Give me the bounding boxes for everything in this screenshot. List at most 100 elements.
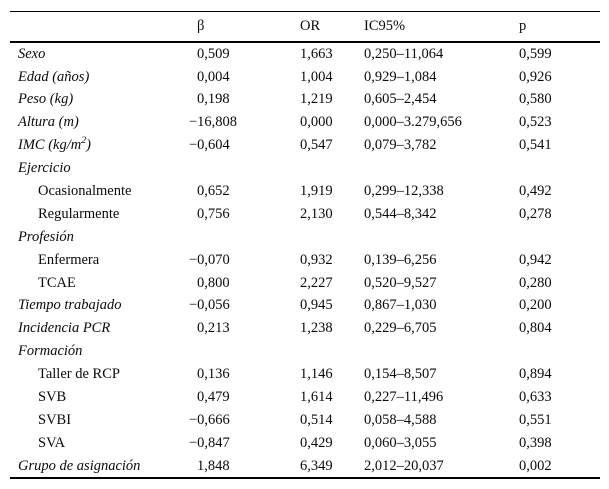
beta-cell: −0,070 xyxy=(189,251,230,268)
ic95-cell: 0,250–11,064 xyxy=(364,45,444,62)
or-cell: 6,349 xyxy=(300,457,333,474)
or-cell: 0,932 xyxy=(300,251,333,268)
p-cell: 0,523 xyxy=(519,114,552,131)
row-label: Profesión xyxy=(18,228,74,245)
beta-cell: 0,509 xyxy=(197,45,230,62)
beta-cell: 0,479 xyxy=(197,389,230,406)
p-cell: 0,551 xyxy=(519,411,552,428)
or-cell: 1,614 xyxy=(300,389,333,406)
or-cell xyxy=(293,226,360,249)
regression-table: β OR IC95% p Sexo 0,509 1,663 0,250–11,064 0,59… xyxy=(10,11,600,480)
row-label: Edad (años) xyxy=(18,68,90,85)
column-header-ic95: IC95% xyxy=(360,11,508,43)
row-label: Ocasionalmente xyxy=(38,183,132,200)
or-cell: 0,945 xyxy=(300,297,333,314)
or-cell: 0,547 xyxy=(300,137,333,154)
table-row: Ocasionalmente 0,652 1,919 0,299–12,338 0,49… xyxy=(10,180,600,203)
p-cell: 0,398 xyxy=(519,434,552,451)
p-cell: 0,942 xyxy=(519,251,552,268)
ic95-cell: 0,060–3,055 xyxy=(364,434,437,451)
table-header: β OR IC95% p xyxy=(10,11,600,43)
ic95-cell: 0,058–4,588 xyxy=(364,411,437,428)
p-cell xyxy=(508,226,600,249)
row-label: TCAE xyxy=(38,274,76,291)
or-cell xyxy=(293,340,360,363)
ic95-cell: 0,544–8,342 xyxy=(364,205,437,222)
table-row: Incidencia PCR 0,213 1,238 0,229–6,705 0,804 xyxy=(10,317,600,340)
table-body: Sexo 0,509 1,663 0,250–11,064 0,599 Edad (año… xyxy=(10,42,600,479)
p-cell xyxy=(508,340,600,363)
p-cell: 0,580 xyxy=(519,91,552,108)
table-row: Peso (kg) 0,198 1,219 0,605–2,454 0,580 xyxy=(10,88,600,111)
or-cell: 0,000 xyxy=(300,114,333,131)
table-row: Sexo 0,509 1,663 0,250–11,064 0,599 xyxy=(10,42,600,66)
or-cell: 1,238 xyxy=(300,320,333,337)
ic95-cell: 0,867–1,030 xyxy=(364,297,437,314)
beta-cell: 0,800 xyxy=(197,274,230,291)
table-row: Altura (m) −16,808 0,000 0,000–3.279,656 0,5… xyxy=(10,111,600,134)
row-label: SVBI xyxy=(38,411,72,428)
or-cell: 0,429 xyxy=(300,434,333,451)
table-row: SVA −0,847 0,429 0,060–3,055 0,398 xyxy=(10,432,600,455)
beta-cell: −0,666 xyxy=(189,411,230,428)
ic95-cell: 2,012–20,037 xyxy=(364,457,444,474)
beta-cell: −0,056 xyxy=(189,297,230,314)
beta-cell xyxy=(187,226,293,249)
table-row: Regularmente 0,756 2,130 0,544–8,342 0,278 xyxy=(10,203,600,226)
ic95-cell xyxy=(360,340,508,363)
row-label: IMC (kg/m2) xyxy=(18,135,91,154)
beta-cell xyxy=(187,340,293,363)
or-cell: 0,514 xyxy=(300,411,333,428)
p-cell: 0,492 xyxy=(519,183,552,200)
p-cell: 0,200 xyxy=(519,297,552,314)
or-cell: 1,919 xyxy=(300,183,333,200)
beta-cell: 0,004 xyxy=(197,68,230,85)
column-header-p: p xyxy=(508,11,600,43)
p-cell: 0,002 xyxy=(519,457,552,474)
beta-cell: 0,756 xyxy=(197,205,230,222)
row-label: Formación xyxy=(18,343,83,360)
beta-cell: 1,848 xyxy=(197,457,230,474)
table-row: Taller de RCP 0,136 1,146 0,154–8,507 0,894 xyxy=(10,363,600,386)
row-label: Tiempo trabajado xyxy=(18,297,122,314)
beta-cell: 0,136 xyxy=(197,366,230,383)
ic95-cell: 0,929–1,084 xyxy=(364,68,437,85)
column-header-or: OR xyxy=(293,11,360,43)
row-label: Peso (kg) xyxy=(18,91,74,108)
row-label: SVA xyxy=(38,434,66,451)
table-row: Enfermera −0,070 0,932 0,139–6,256 0,942 xyxy=(10,249,600,272)
ic95-cell xyxy=(360,157,508,180)
beta-cell: −16,808 xyxy=(189,114,238,131)
table-row: SVB 0,479 1,614 0,227–11,496 0,633 xyxy=(10,386,600,409)
p-cell: 0,280 xyxy=(519,274,552,291)
p-cell: 0,633 xyxy=(519,389,552,406)
or-cell: 1,146 xyxy=(300,366,333,383)
beta-cell: 0,213 xyxy=(197,320,230,337)
table-row: Tiempo trabajado −0,056 0,945 0,867–1,030 0,… xyxy=(10,294,600,317)
ic95-cell: 0,229–6,705 xyxy=(364,320,437,337)
p-cell: 0,804 xyxy=(519,320,552,337)
p-cell: 0,541 xyxy=(519,137,552,154)
row-label: Altura (m) xyxy=(18,114,79,131)
beta-cell: 0,198 xyxy=(197,91,230,108)
row-label: Regularmente xyxy=(38,205,120,222)
table-row: TCAE 0,800 2,227 0,520–9,527 0,280 xyxy=(10,271,600,294)
row-label: Sexo xyxy=(18,45,46,62)
header-row: β OR IC95% p xyxy=(10,11,600,43)
superscript: 2 xyxy=(81,135,87,147)
or-cell: 1,004 xyxy=(300,68,333,85)
row-label: Ejercicio xyxy=(18,160,71,177)
row-label: Grupo de asignación xyxy=(18,457,141,474)
column-header-label xyxy=(10,11,187,43)
ic95-cell: 0,299–12,338 xyxy=(364,183,444,200)
ic95-cell: 0,520–9,527 xyxy=(364,274,437,291)
p-cell: 0,599 xyxy=(519,45,552,62)
p-cell xyxy=(508,157,600,180)
ic95-cell: 0,079–3,782 xyxy=(364,137,437,154)
p-cell: 0,894 xyxy=(519,366,552,383)
table-row: SVBI −0,666 0,514 0,058–4,588 0,551 xyxy=(10,409,600,432)
p-cell: 0,278 xyxy=(519,205,552,222)
row-label: SVB xyxy=(38,389,67,406)
ic95-cell xyxy=(360,226,508,249)
